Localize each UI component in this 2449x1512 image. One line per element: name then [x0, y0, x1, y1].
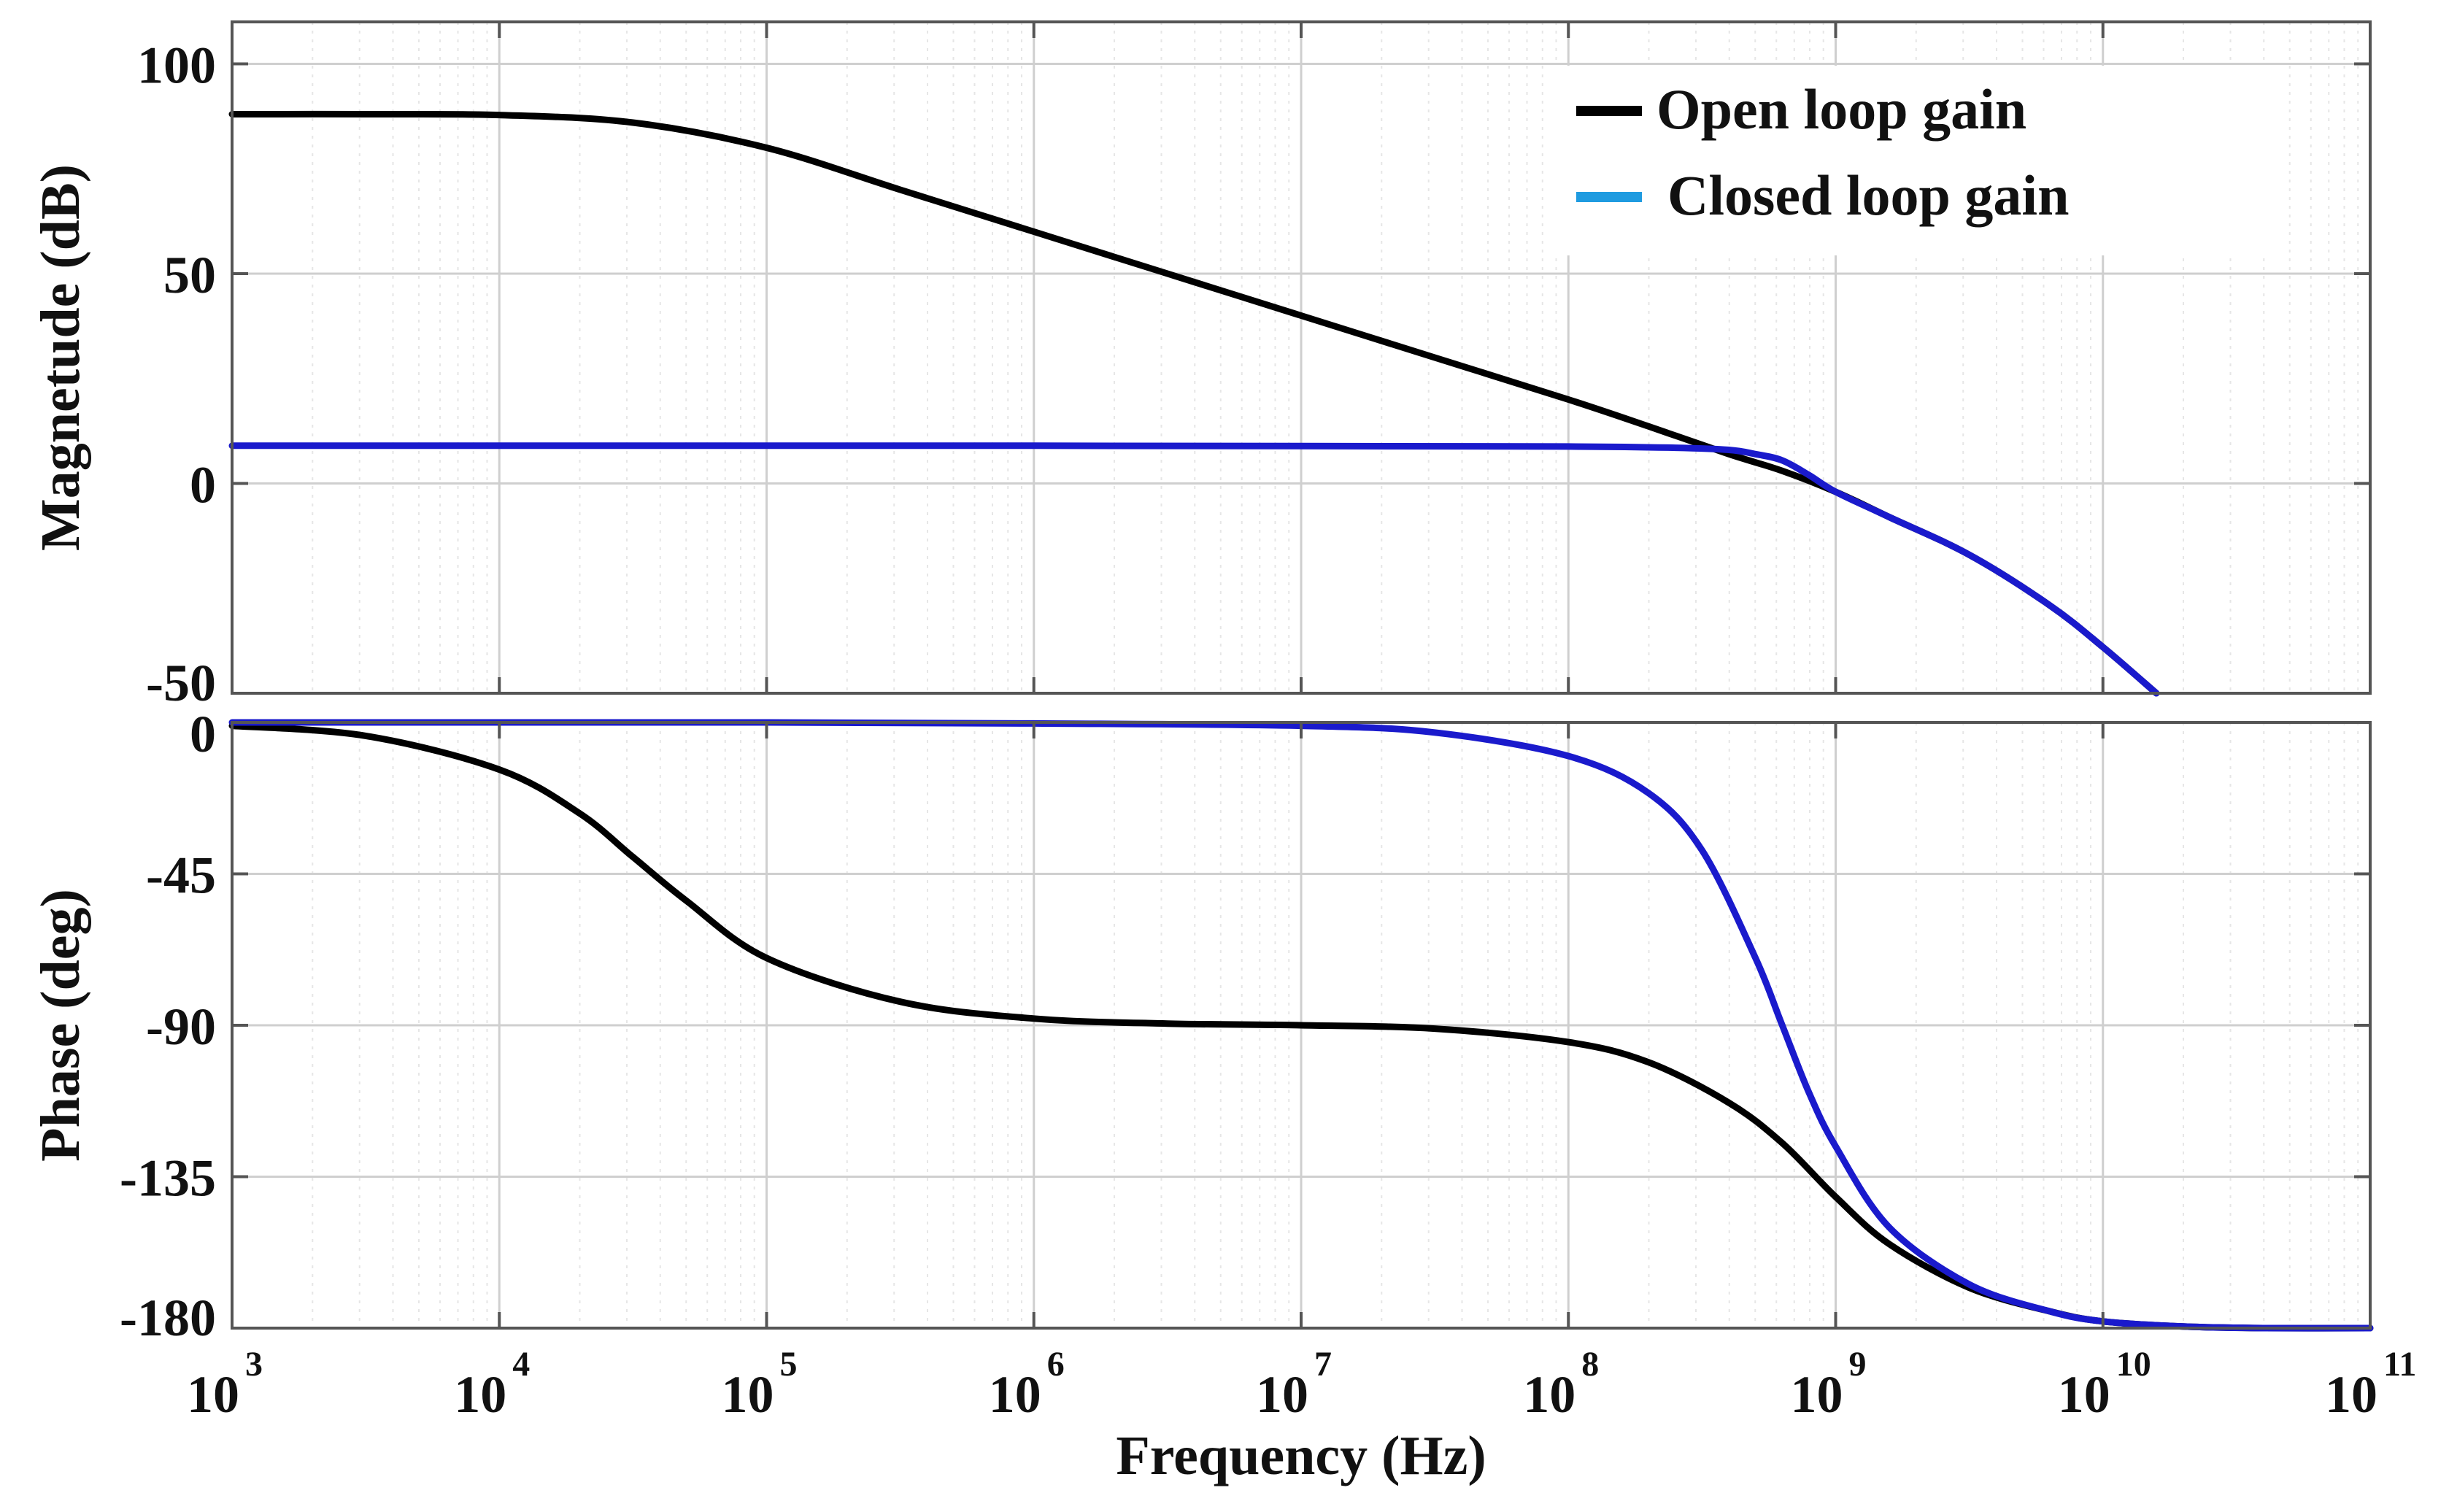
x-tick-label: 109 — [1791, 1345, 1867, 1424]
x-tick-exponent: 3 — [245, 1345, 263, 1384]
x-tick-exponent: 5 — [780, 1345, 798, 1384]
magnitude-ylabel: Magnetude (dB) — [30, 164, 91, 551]
y-tick-label: -45 — [146, 846, 216, 905]
y-tick-label: 50 — [163, 246, 216, 304]
x-tick-base: 10 — [187, 1365, 239, 1424]
x-tick-base: 10 — [1523, 1365, 1576, 1424]
legend: Open loop gain Closed loop gain — [1554, 66, 2284, 255]
legend-box — [1554, 66, 2284, 255]
y-tick-label: 0 — [190, 705, 216, 763]
x-tick-exponent: 8 — [1581, 1345, 1599, 1384]
x-tick-label: 107 — [1256, 1345, 1332, 1424]
y-tick-label: -50 — [146, 654, 216, 712]
x-tick-label: 104 — [454, 1345, 530, 1424]
y-tick-label: -135 — [120, 1149, 216, 1208]
y-tick-label: 0 — [190, 456, 216, 514]
x-tick-base: 10 — [1791, 1365, 1843, 1424]
x-tick-label: 103 — [187, 1345, 263, 1424]
x-tick-base: 10 — [722, 1365, 774, 1424]
x-tick-base: 10 — [2058, 1365, 2110, 1424]
x-tick-label: 106 — [989, 1345, 1065, 1424]
phase-ylabel: Phase (deg) — [30, 889, 91, 1162]
legend-label-closed-loop: Closed loop gain — [1667, 163, 2069, 227]
y-tick-label: 100 — [137, 36, 216, 95]
x-tick-base: 10 — [2325, 1365, 2377, 1424]
x-tick-exponent: 9 — [1849, 1345, 1867, 1384]
x-tick-label: 105 — [722, 1345, 798, 1424]
legend-label-open-loop: Open loop gain — [1657, 77, 2026, 141]
x-tick-label: 108 — [1523, 1345, 1599, 1424]
x-axis-label: Frequency (Hz) — [1116, 1425, 1486, 1486]
phase-panel: 0 -45 -90 -135 -180 Phase (deg) — [30, 705, 2374, 1347]
x-tick-exponent: 11 — [2383, 1345, 2416, 1384]
x-tick-base: 10 — [454, 1365, 506, 1424]
x-tick-exponent: 6 — [1047, 1345, 1065, 1384]
x-tick-exponent: 7 — [1314, 1345, 1332, 1384]
magnitude-series — [228, 110, 2160, 697]
phase-y-ticks: 0 -45 -90 -135 -180 — [120, 705, 2370, 1347]
magnitude-y-ticks: 100 50 0 -50 — [137, 36, 2370, 712]
x-tick-exponent: 10 — [2116, 1345, 2151, 1384]
y-tick-label: -180 — [120, 1289, 216, 1347]
magnitude-series-closed-loop-gain — [228, 442, 2160, 697]
x-tick-exponent: 4 — [512, 1345, 530, 1384]
y-tick-label: -90 — [146, 998, 216, 1056]
x-tick-base: 10 — [989, 1365, 1041, 1424]
x-tick-base: 10 — [1256, 1365, 1308, 1424]
